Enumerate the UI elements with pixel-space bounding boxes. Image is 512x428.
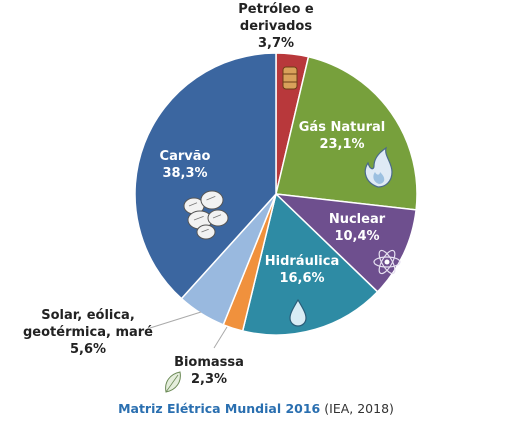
slice-label-carvao: Carvão 38,3% (160, 149, 211, 181)
slice-label-nuclear: Nuclear 10,4% (329, 212, 386, 244)
slice-value-nuclear: 10,4% (334, 229, 379, 244)
leader-line-solar (149, 311, 202, 329)
slice-nuclear (273, 193, 417, 293)
slice-label-hidraulica: Hidráulica 16,6% (265, 254, 339, 286)
slice-label-petroleo-e-derivados: Petróleo e derivados 3,7% (238, 2, 314, 51)
slice-value-solar-eolica-geotermica-mare: 5,6% (70, 342, 106, 357)
slice-labels: Petróleo e derivados 3,7% Gás Natural 23,1% N… (23, 2, 386, 387)
slice-hidraulica (241, 192, 379, 336)
slice-name-carvao: Carvão (160, 149, 211, 164)
atom-icon (373, 249, 401, 275)
slice-name-petroleo-e-derivados: Petróleo e (238, 2, 314, 17)
slice-label-biomassa: Biomassa 2,3% (174, 355, 244, 387)
slice-name-hidraulica: Hidráulica (265, 254, 339, 269)
slice-value-biomassa: 2,3% (191, 372, 227, 387)
leaf-icon (165, 371, 181, 393)
slice-label-solar-eolica-geotermica-mare: Solar, eólica, geotérmica, maré 5,6% (23, 308, 153, 357)
slice-name-nuclear: Nuclear (329, 212, 386, 227)
slice-value-gas-natural: 23,1% (319, 137, 364, 152)
slice-icons (165, 66, 401, 393)
coal-icon (183, 190, 229, 240)
slice-value-petroleo-e-derivados: 3,7% (258, 36, 294, 51)
slice-value-carvao: 38,3% (162, 166, 207, 181)
water-drop-icon (289, 298, 307, 327)
slice-name-biomassa: Biomassa (174, 355, 244, 370)
slice-name-petroleo-e-derivados: derivados (240, 19, 312, 34)
slice-carvao (134, 52, 277, 300)
caption-source: (IEA, 2018) (324, 401, 394, 416)
leader-line-biomassa (213, 326, 228, 349)
slice-value-hidraulica: 16,6% (279, 271, 324, 286)
caption-title: Matriz Elétrica Mundial 2016 (118, 401, 321, 416)
slice-name-gas-natural: Gás Natural (299, 120, 385, 135)
slice-name-solar-eolica-geotermica-mare: Solar, eólica, (41, 308, 135, 323)
slice-label-gas-natural: Gás Natural 23,1% (299, 120, 385, 152)
leader-lines (149, 311, 228, 349)
slice-name-solar-eolica-geotermica-mare: geotérmica, maré (23, 325, 153, 340)
oil-barrel-icon (282, 66, 298, 90)
chart-caption: Matriz Elétrica Mundial 2016 (IEA, 2018) (0, 401, 512, 416)
flame-icon (364, 146, 393, 188)
pie-slices (134, 52, 418, 336)
